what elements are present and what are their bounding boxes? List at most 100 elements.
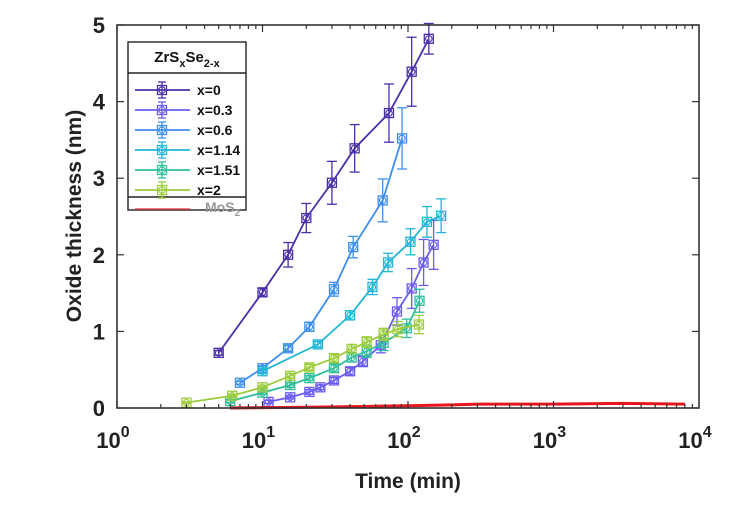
point-marker-circle	[286, 393, 294, 402]
point-marker-square	[304, 321, 315, 332]
point-marker-square	[326, 177, 338, 188]
point-marker-square	[344, 366, 356, 377]
point-marker-circle	[415, 320, 423, 329]
point-marker-circle	[368, 283, 377, 291]
data-point	[378, 327, 389, 342]
point-marker-circle	[302, 214, 311, 222]
point-marker-square	[396, 133, 408, 144]
series-layer	[181, 22, 685, 410]
point-marker-square	[392, 323, 403, 335]
point-marker-square	[361, 336, 372, 348]
point-marker-circle	[228, 391, 237, 400]
point-marker-circle	[314, 340, 322, 349]
point-marker-square	[414, 295, 425, 306]
point-marker-square	[378, 329, 389, 340]
plot-area	[116, 22, 700, 410]
point-marker-circle	[214, 349, 223, 357]
point-marker-circle	[398, 134, 406, 143]
point-marker-circle	[316, 383, 325, 392]
data-point	[304, 372, 315, 384]
x-tick-label: 104	[678, 424, 711, 453]
data-point	[227, 390, 238, 401]
point-marker-circle	[258, 383, 267, 392]
data-point	[406, 267, 417, 310]
data-point	[328, 375, 340, 386]
x-tick-label: 100	[96, 424, 129, 453]
point-marker-square	[383, 107, 395, 119]
data-point	[304, 321, 315, 333]
point-marker-circle	[258, 367, 267, 375]
legend-entry: x=0	[135, 81, 221, 99]
data-point	[344, 366, 356, 377]
legend-marker-circle	[158, 186, 166, 194]
legend-marker-circle	[158, 146, 166, 154]
data-point	[282, 241, 294, 268]
point-marker-square	[344, 310, 356, 321]
legend-marker-square	[156, 124, 168, 136]
data-point	[361, 336, 372, 349]
point-marker-square	[436, 210, 447, 221]
point-marker-circle	[264, 398, 273, 406]
data-point	[315, 382, 326, 393]
point-marker-square	[282, 249, 294, 260]
data-point	[304, 386, 315, 398]
data-point	[346, 343, 357, 355]
y-tick-label: 5	[93, 13, 105, 38]
point-marker-square	[282, 343, 294, 354]
legend-label: x=1.51	[197, 162, 240, 178]
legend-marker-circle	[158, 106, 166, 114]
point-marker-square	[315, 382, 326, 393]
legend-entry: x=0.6	[135, 121, 233, 139]
data-point	[263, 396, 274, 408]
data-point	[326, 160, 338, 205]
point-marker-circle	[258, 288, 267, 297]
point-marker-square	[285, 392, 296, 403]
legend-entry: x=1.14	[135, 141, 240, 159]
data-point	[413, 314, 425, 335]
point-marker-square	[328, 375, 340, 386]
legend-entry: x=0.3	[135, 101, 233, 119]
data-point	[428, 219, 439, 271]
point-marker-circle	[330, 364, 338, 372]
point-marker-circle	[393, 325, 402, 333]
legend-label: x=0.6	[197, 122, 233, 138]
data-point	[348, 235, 359, 259]
data-point	[423, 22, 434, 55]
series-x-0-6	[234, 107, 408, 388]
point-marker-square	[348, 241, 359, 253]
point-marker-square	[285, 370, 296, 381]
data-point	[367, 278, 378, 296]
point-marker-square	[304, 372, 315, 384]
point-marker-circle	[362, 338, 371, 346]
point-marker-square	[328, 353, 340, 364]
series-x-1-14	[257, 198, 447, 377]
point-marker-square	[257, 366, 268, 377]
point-marker-circle	[330, 285, 338, 294]
point-marker-square	[406, 66, 417, 77]
legend-entry: x=2	[135, 181, 221, 199]
point-marker-circle	[305, 323, 314, 331]
legend-marker-circle	[158, 166, 166, 174]
point-marker-circle	[419, 258, 428, 267]
y-tick-label: 4	[93, 90, 106, 115]
point-marker-circle	[406, 238, 415, 246]
point-marker-circle	[385, 109, 393, 117]
point-marker-circle	[423, 218, 431, 226]
point-marker-square	[304, 362, 315, 373]
x-axis-title: Time (min)	[355, 470, 461, 493]
legend-marker-circle	[158, 126, 166, 134]
data-point	[396, 107, 408, 170]
point-marker-square	[418, 257, 429, 268]
point-marker-circle	[236, 378, 244, 387]
legend-marker-circle	[158, 86, 166, 94]
data-point	[257, 287, 268, 298]
data-point	[257, 366, 268, 377]
point-marker-square	[213, 347, 224, 358]
data-point	[406, 36, 417, 107]
point-marker-square	[357, 356, 369, 367]
data-point	[285, 370, 296, 381]
series-x-0	[213, 22, 434, 358]
point-marker-circle	[429, 241, 438, 249]
point-marker-circle	[328, 179, 336, 187]
